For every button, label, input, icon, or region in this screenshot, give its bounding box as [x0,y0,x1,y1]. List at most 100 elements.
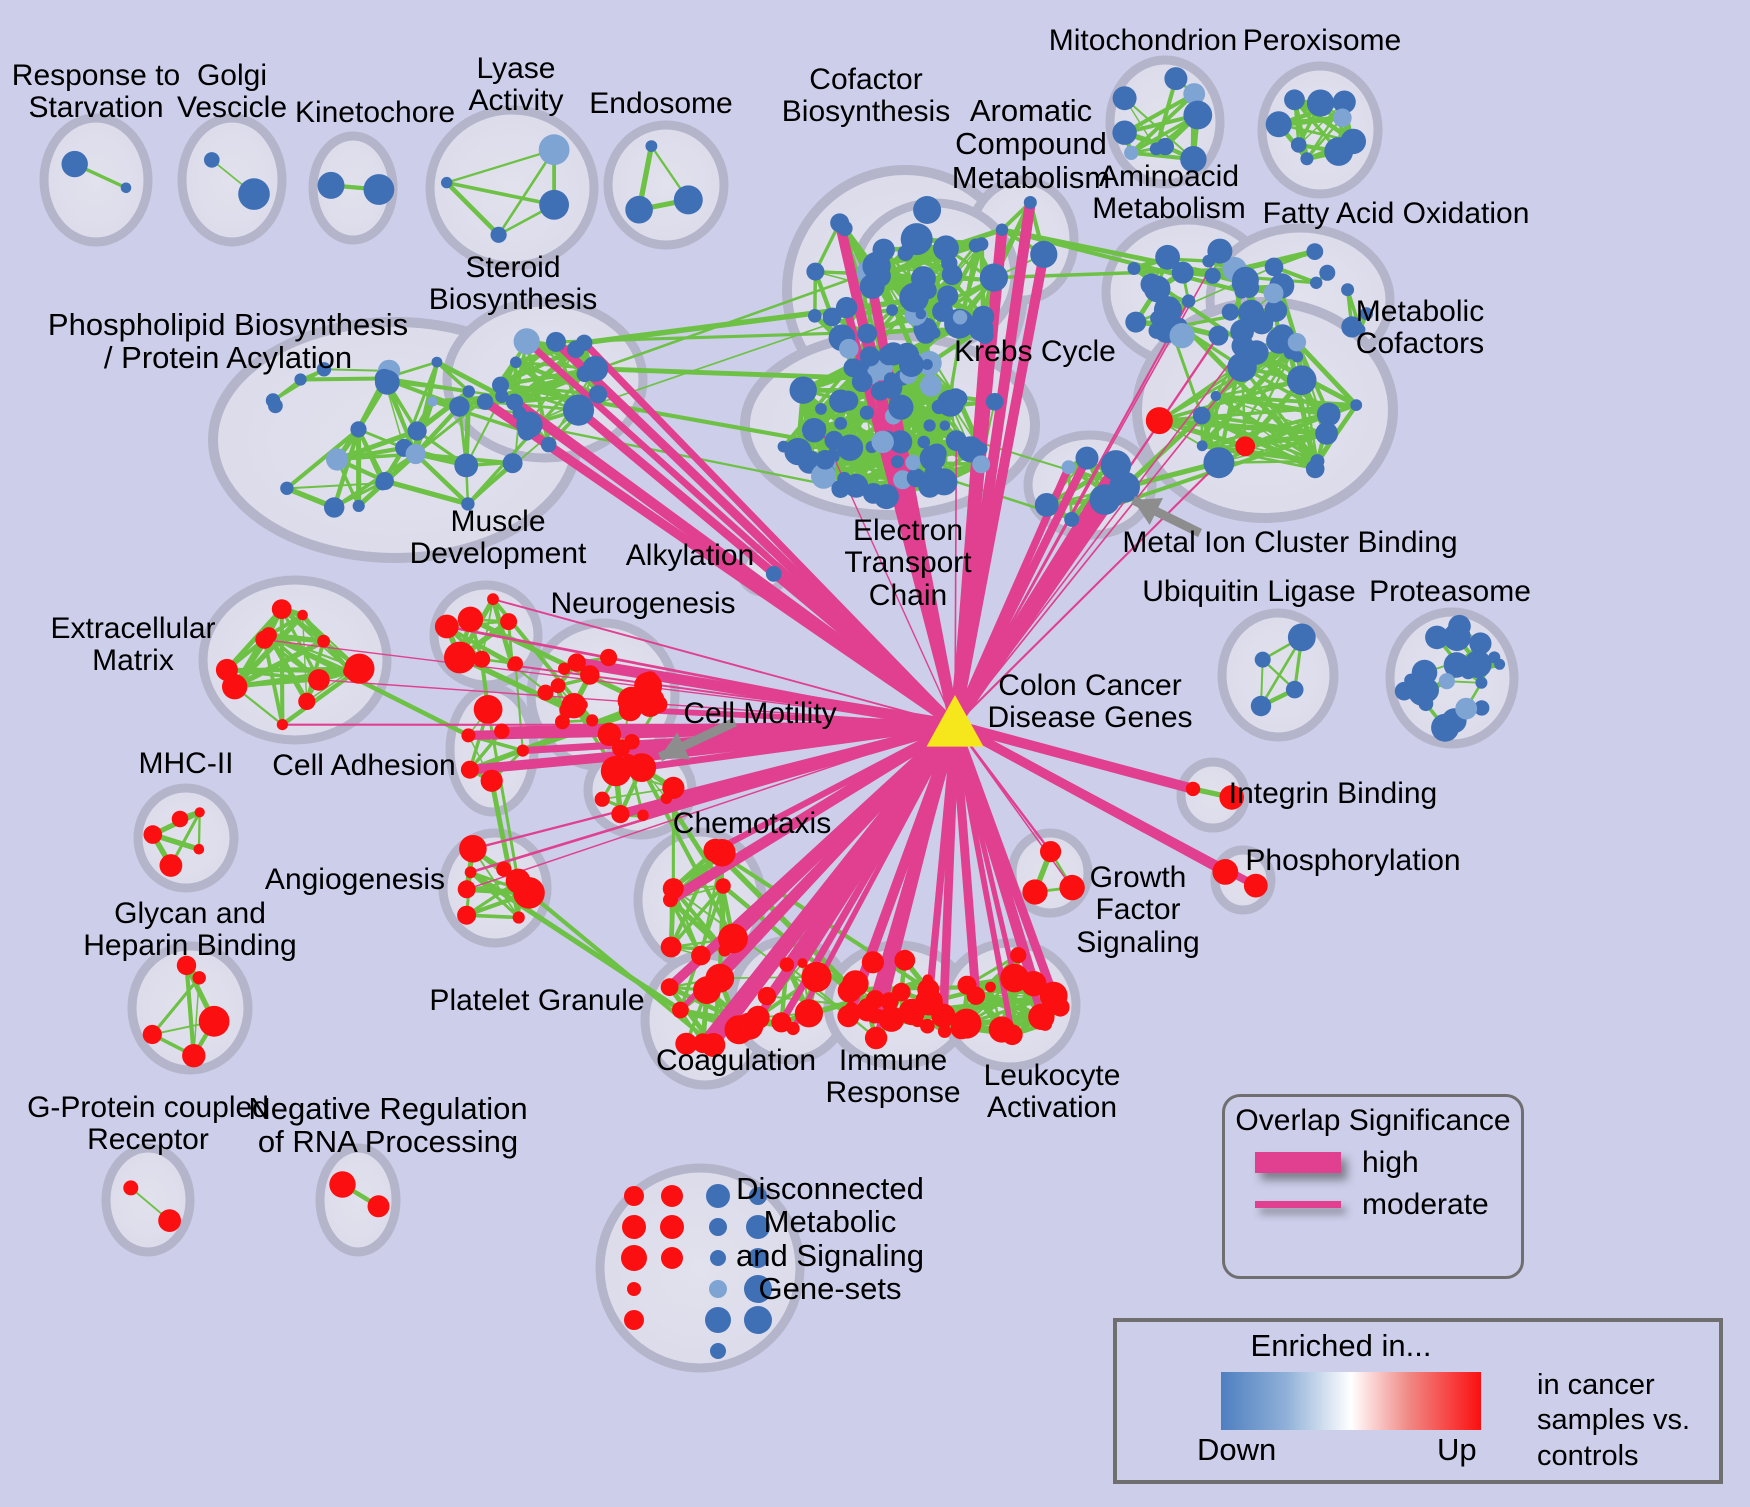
gene-set-node[interactable] [600,755,632,787]
gene-set-node[interactable] [618,698,642,722]
gene-set-node[interactable] [693,1033,713,1054]
gene-set-node[interactable] [1022,879,1048,905]
gene-set-node[interactable] [1287,623,1316,652]
gene-set-node[interactable] [691,945,711,966]
gene-set-node[interactable] [1474,700,1490,716]
gene-set-node[interactable] [1287,333,1307,352]
gene-set-node[interactable] [891,455,904,469]
gene-set-node[interactable] [1040,841,1062,863]
gene-set-node[interactable] [434,614,459,639]
gene-set-node[interactable] [457,905,477,925]
gene-set-node[interactable] [675,1032,698,1055]
gene-set-node[interactable] [662,878,684,900]
disconnected-gene-set-node[interactable] [660,1215,684,1239]
disconnected-gene-set-node[interactable] [627,1282,641,1296]
gene-set-node[interactable] [1208,325,1229,346]
disconnected-gene-set-node[interactable] [710,1250,726,1266]
gene-set-node[interactable] [594,791,610,807]
gene-set-node[interactable] [271,599,292,619]
gene-set-node[interactable] [1185,781,1201,797]
gene-set-node[interactable] [405,443,426,465]
gene-set-node[interactable] [637,809,649,822]
disconnected-gene-set-node[interactable] [621,1245,647,1271]
disconnected-gene-set-node[interactable] [746,1215,770,1239]
gene-set-node[interactable] [276,719,288,731]
gene-set-node[interactable] [957,975,977,995]
gene-set-node[interactable] [427,396,438,407]
gene-set-node[interactable] [317,171,345,199]
gene-set-node[interactable] [1238,277,1260,298]
disconnected-gene-set-node[interactable] [709,1218,727,1236]
gene-set-node[interactable] [1219,785,1244,810]
gene-set-node[interactable] [1059,874,1085,901]
gene-set-node[interactable] [516,744,529,757]
gene-set-node[interactable] [1438,673,1455,690]
gene-set-node[interactable] [794,999,824,1028]
gene-set-node[interactable] [1021,971,1047,997]
gene-set-node[interactable] [931,399,947,415]
gene-set-node[interactable] [811,463,837,489]
gene-set-node[interactable] [457,880,476,899]
gene-set-node[interactable] [367,1195,390,1218]
gene-set-node[interactable] [1034,493,1059,517]
gene-set-node[interactable] [995,223,1009,236]
gene-set-node[interactable] [1286,365,1317,396]
gene-set-node[interactable] [1290,137,1307,153]
gene-set-node[interactable] [932,300,954,322]
gene-set-node[interactable] [1148,322,1165,339]
disconnected-gene-set-node[interactable] [705,1307,731,1333]
gene-set-node[interactable] [844,473,869,498]
gene-set-node[interactable] [159,854,183,877]
gene-set-node[interactable] [1319,264,1336,281]
gene-set-node[interactable] [976,326,994,344]
gene-set-node[interactable] [238,178,270,210]
gene-set-node[interactable] [872,238,895,261]
gene-set-node[interactable] [1181,294,1196,308]
gene-set-node[interactable] [1125,311,1147,333]
gene-set-node[interactable] [985,393,1004,411]
gene-set-node[interactable] [192,971,206,985]
gene-set-node[interactable] [923,419,936,432]
gene-set-node[interactable] [1408,679,1435,706]
gene-set-node[interactable] [1284,89,1305,111]
gene-set-node[interactable] [500,613,518,631]
gene-set-node[interactable] [449,396,470,417]
gene-set-node[interactable] [158,1209,182,1232]
gene-set-node[interactable] [255,630,274,649]
gene-set-node[interactable] [1183,83,1206,105]
gene-set-node[interactable] [1306,89,1335,117]
gene-set-node[interactable] [830,213,850,233]
gene-set-node[interactable] [844,1001,858,1015]
gene-set-node[interactable] [880,377,903,399]
gene-set-node[interactable] [1455,697,1478,720]
gene-set-node[interactable] [1038,1017,1053,1031]
gene-set-node[interactable] [634,672,663,700]
gene-set-node[interactable] [806,262,825,281]
gene-set-node[interactable] [911,1014,924,1028]
gene-set-node[interactable] [194,807,205,818]
gene-set-node[interactable] [1333,108,1352,128]
gene-set-node[interactable] [1192,406,1211,425]
gene-set-node[interactable] [789,376,817,404]
gene-set-node[interactable] [143,825,163,844]
gene-set-node[interactable] [906,468,926,488]
gene-set-node[interactable] [1306,243,1324,260]
gene-set-node[interactable] [779,957,795,972]
gene-set-node[interactable] [784,437,812,466]
gene-set-node[interactable] [1264,257,1284,277]
gene-set-node[interactable] [920,374,942,397]
gene-set-node[interactable] [496,861,512,877]
gene-set-node[interactable] [645,140,658,153]
disconnected-gene-set-node[interactable] [624,1310,644,1330]
gene-set-node[interactable] [660,936,682,958]
gene-set-node[interactable] [1023,196,1037,209]
gene-set-node[interactable] [892,982,911,1002]
gene-set-node[interactable] [1210,390,1222,402]
gene-set-node[interactable] [988,1016,1015,1043]
gene-set-node[interactable] [473,695,503,724]
gene-set-node[interactable] [933,235,959,262]
gene-set-node[interactable] [838,390,859,411]
gene-set-node[interactable] [834,417,848,430]
gene-set-node[interactable] [873,484,899,510]
gene-set-node[interactable] [1285,680,1304,699]
